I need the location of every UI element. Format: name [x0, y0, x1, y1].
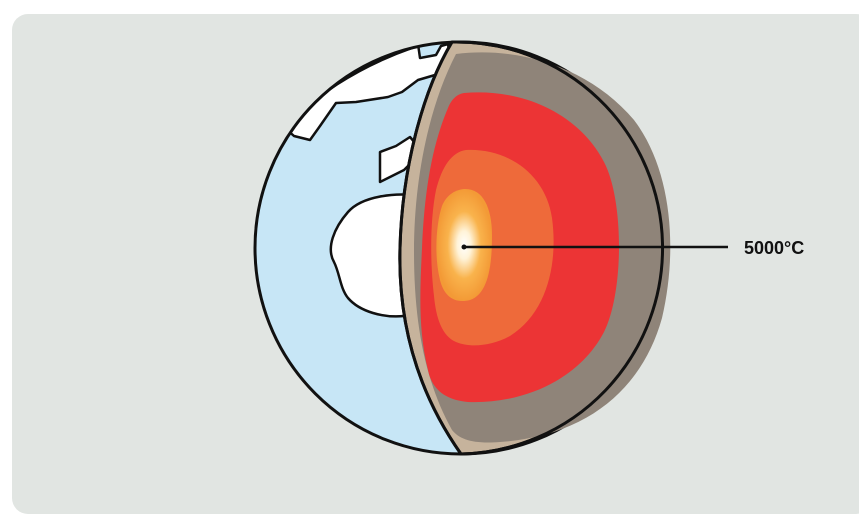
continents [283, 42, 454, 318]
cutaway-edge [398, 41, 463, 455]
leader-line-dot [461, 244, 467, 250]
core-temperature-label: 5000°C [744, 238, 804, 258]
continent-central [329, 193, 422, 318]
cutaway-outer-rim [451, 40, 665, 456]
